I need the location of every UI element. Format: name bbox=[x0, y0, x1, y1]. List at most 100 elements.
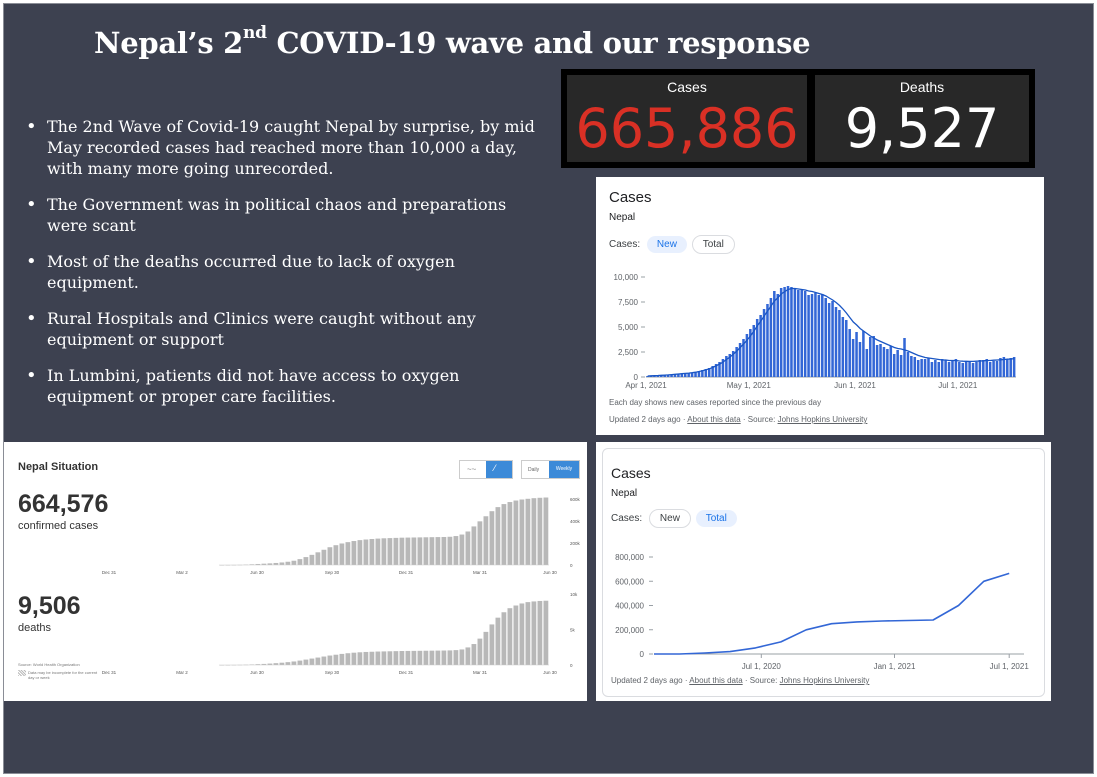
cases-toggle-row: Cases: New Total bbox=[609, 235, 735, 254]
bar bbox=[923, 359, 927, 377]
line-view-button[interactable]: ~~ bbox=[460, 461, 486, 478]
bar bbox=[766, 304, 769, 377]
bar bbox=[273, 663, 279, 665]
bar bbox=[465, 647, 471, 665]
cases-toggle-label: Cases: bbox=[609, 239, 641, 250]
new-button[interactable]: New bbox=[648, 509, 691, 528]
bullet-list: The 2nd Wave of Covid-19 caught Nepal by… bbox=[26, 116, 546, 422]
bar bbox=[501, 612, 507, 665]
y-tick-label: 600,000 bbox=[615, 577, 644, 586]
bar bbox=[417, 537, 423, 565]
bullet-item: The 2nd Wave of Covid-19 caught Nepal by… bbox=[26, 116, 546, 179]
bar bbox=[913, 357, 917, 377]
bar bbox=[459, 534, 465, 565]
bar bbox=[889, 346, 893, 377]
bar bbox=[999, 358, 1002, 377]
cases-toggle-row: Cases: New Total bbox=[611, 509, 737, 528]
x-tick-label: Apr 1, 2021 bbox=[625, 381, 667, 390]
source-separator: · Source: bbox=[742, 676, 780, 685]
cases-stat-label: Cases bbox=[667, 79, 707, 95]
bar bbox=[279, 562, 285, 565]
source-link[interactable]: Johns Hopkins University bbox=[777, 415, 868, 424]
total-button[interactable]: Total bbox=[691, 235, 735, 254]
bar bbox=[513, 605, 519, 665]
bar bbox=[1012, 357, 1016, 377]
line-chart-icon: ~~ bbox=[467, 465, 477, 474]
deaths-stat: Deaths 9,527 bbox=[815, 75, 1029, 162]
bar bbox=[321, 549, 327, 565]
bar bbox=[537, 600, 543, 665]
bar bbox=[838, 310, 841, 377]
about-data-link[interactable]: About this data bbox=[689, 676, 743, 685]
bar bbox=[405, 537, 411, 565]
bar bbox=[872, 336, 875, 377]
bullet-item: Most of the deaths occurred due to lack … bbox=[26, 251, 546, 293]
y-tick-label: 10,000 bbox=[614, 273, 639, 282]
x-tick-label: Dec 31 bbox=[102, 570, 117, 575]
weekly-button[interactable]: Weekly bbox=[549, 461, 579, 478]
bar bbox=[868, 337, 872, 377]
source-link[interactable]: Johns Hopkins University bbox=[779, 676, 870, 685]
bar bbox=[646, 376, 649, 377]
bar bbox=[786, 286, 790, 377]
bar bbox=[721, 359, 725, 377]
bar bbox=[666, 374, 670, 377]
bar bbox=[882, 347, 886, 377]
bar bbox=[810, 294, 814, 377]
bar bbox=[934, 360, 937, 377]
bar bbox=[707, 368, 711, 377]
updated-text: Updated 2 days ago · bbox=[611, 676, 690, 685]
card-title: Cases bbox=[609, 189, 652, 206]
bar bbox=[738, 343, 742, 377]
bar bbox=[755, 319, 759, 377]
y-tick-label: 200,000 bbox=[615, 626, 644, 635]
bar bbox=[947, 362, 951, 377]
x-tick-label: May 1, 2021 bbox=[727, 381, 772, 390]
bar bbox=[255, 563, 261, 565]
bar bbox=[519, 499, 525, 565]
bar bbox=[892, 354, 896, 377]
x-tick-label: Jun 30 bbox=[250, 570, 264, 575]
total-button[interactable]: Total bbox=[695, 510, 737, 527]
update-line: Updated 2 days ago · About this data · S… bbox=[609, 415, 867, 424]
new-button[interactable]: New bbox=[646, 236, 687, 253]
average-line bbox=[647, 287, 1015, 377]
bar bbox=[273, 562, 279, 565]
x-tick-label: Sep 30 bbox=[325, 670, 340, 675]
bar bbox=[975, 362, 978, 377]
card-region: Nepal bbox=[611, 488, 638, 499]
bar bbox=[899, 355, 903, 377]
bar bbox=[728, 354, 732, 377]
bar bbox=[405, 650, 411, 665]
bar bbox=[423, 650, 429, 665]
x-tick-label: Jun 30 bbox=[543, 670, 557, 675]
new-cases-card: Cases Nepal Cases: New Total 10,000 7,500… bbox=[596, 177, 1044, 435]
bar bbox=[339, 653, 345, 665]
bar bbox=[447, 536, 453, 565]
x-tick-label: Mar 31 bbox=[473, 570, 488, 575]
bar bbox=[903, 338, 906, 377]
y-tick-label: 5k bbox=[570, 628, 576, 633]
bar bbox=[537, 497, 543, 565]
bar bbox=[375, 538, 381, 565]
about-data-link[interactable]: About this data bbox=[687, 415, 741, 424]
bar bbox=[851, 339, 855, 377]
card-title: Cases bbox=[611, 465, 651, 481]
bar bbox=[351, 541, 357, 565]
bar bbox=[725, 356, 728, 377]
bar bbox=[660, 375, 663, 377]
cumulative-view-button[interactable]: ⁄ bbox=[486, 461, 512, 478]
bar bbox=[309, 658, 315, 665]
updated-text: Updated 2 days ago · bbox=[609, 415, 688, 424]
daily-button[interactable]: Daily bbox=[528, 467, 540, 473]
title-part: Nepal’s 2 bbox=[94, 26, 244, 60]
bar bbox=[865, 349, 869, 377]
who-title: Nepal Situation bbox=[18, 461, 99, 473]
bar bbox=[968, 361, 971, 377]
bar bbox=[363, 651, 369, 665]
bar bbox=[315, 552, 321, 565]
bar bbox=[411, 650, 417, 665]
y-tick-label: 0 bbox=[634, 373, 639, 382]
x-tick-label: Dec 31 bbox=[399, 570, 414, 575]
